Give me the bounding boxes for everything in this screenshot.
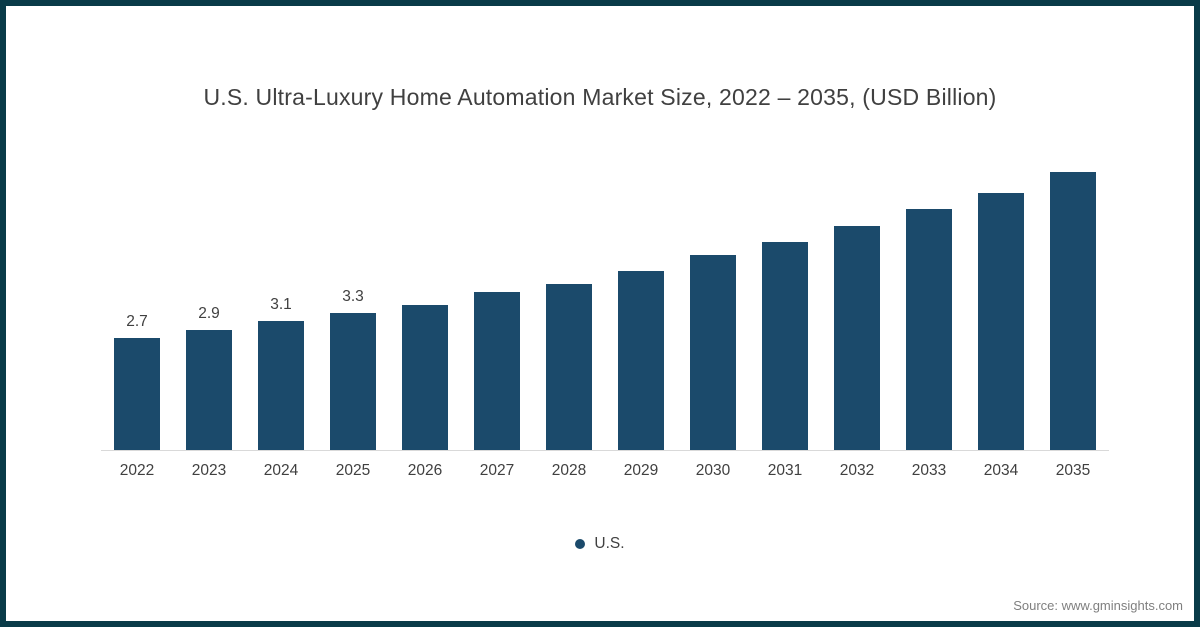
bar-value-label: 3.3	[342, 288, 364, 305]
legend-marker-icon	[575, 539, 586, 549]
bar-2026	[402, 305, 448, 450]
bar-value-label: 2.7	[126, 313, 148, 330]
x-tick-label-2027: 2027	[479, 462, 515, 479]
bar-2028	[546, 284, 592, 450]
bar-slot-2026	[389, 151, 461, 450]
bar-slot-2032	[821, 151, 893, 450]
x-axis: 2022 2023 2024 2025 2026 2027 2028 2029 2030 2031…	[101, 462, 1109, 480]
bar-2029	[618, 271, 664, 450]
x-tick-label-2024: 2024	[263, 462, 299, 479]
bar-value-label: 3.1	[270, 296, 292, 313]
legend: U.S.	[6, 535, 1194, 553]
bar-2035	[1050, 172, 1096, 450]
bar-2032	[834, 226, 880, 450]
bar-2022	[114, 338, 160, 450]
bar-slot-2029	[605, 151, 677, 450]
bar-value-label: 2.9	[198, 305, 220, 322]
x-tick-label-2032: 2032	[839, 462, 875, 479]
bar-2024	[258, 321, 304, 450]
x-tick-label-2030: 2030	[695, 462, 731, 479]
plot-area: 2.7 2.9 3.1 3.3	[101, 151, 1109, 451]
bar-slot-2035	[1037, 151, 1109, 450]
bar-2027	[474, 292, 520, 450]
x-tick-label-2028: 2028	[551, 462, 587, 479]
bar-2025	[330, 313, 376, 450]
x-tick-label-2035: 2035	[1055, 462, 1091, 479]
source-text: Source: www.gminsights.com	[1013, 598, 1183, 613]
bar-slot-2034	[965, 151, 1037, 450]
x-tick-label-2022: 2022	[119, 462, 155, 479]
bar-slot-2027	[461, 151, 533, 450]
bar-2023	[186, 330, 232, 450]
x-tick-label-2034: 2034	[983, 462, 1019, 479]
bar-slot-2030	[677, 151, 749, 450]
bar-slot-2022: 2.7	[101, 151, 173, 450]
chart-title: U.S. Ultra-Luxury Home Automation Market…	[203, 84, 997, 110]
bar-slot-2025: 3.3	[317, 151, 389, 450]
bar-2034	[978, 193, 1024, 450]
bar-2031	[762, 242, 808, 450]
x-tick-label-2033: 2033	[911, 462, 947, 479]
bar-2030	[690, 255, 736, 450]
legend-label: U.S.	[594, 535, 625, 552]
x-tick-label-2029: 2029	[623, 462, 659, 479]
x-tick-label-2031: 2031	[767, 462, 803, 479]
bar-2033	[906, 209, 952, 450]
x-tick-label-2023: 2023	[191, 462, 227, 479]
x-tick-label-2026: 2026	[407, 462, 443, 479]
bar-slot-2033	[893, 151, 965, 450]
bar-slot-2024: 3.1	[245, 151, 317, 450]
x-tick-label-2025: 2025	[335, 462, 371, 479]
bar-slot-2023: 2.9	[173, 151, 245, 450]
bar-slot-2028	[533, 151, 605, 450]
bar-slot-2031	[749, 151, 821, 450]
